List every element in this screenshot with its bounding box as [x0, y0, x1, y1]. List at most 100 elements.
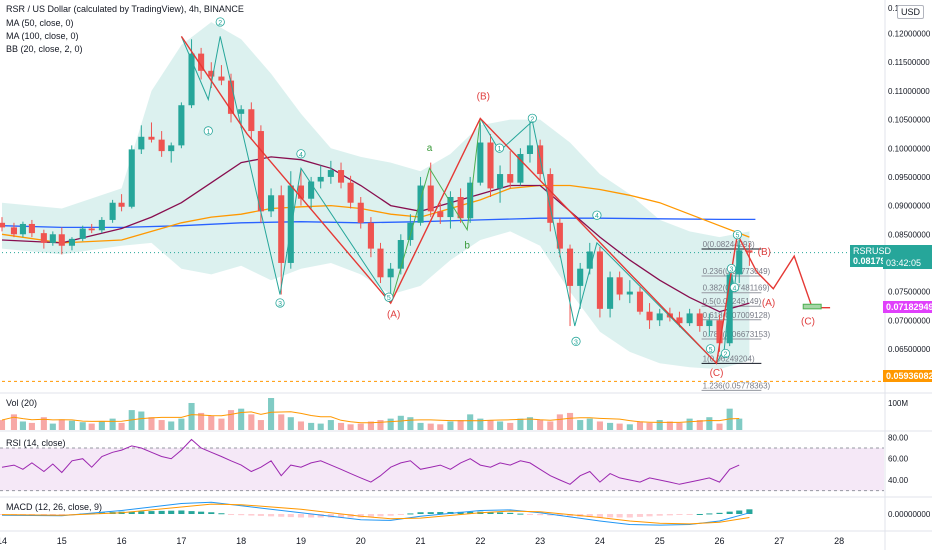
- wave-count-circle: [527, 113, 537, 123]
- rsi-line: [1, 438, 740, 485]
- macd-histogram-bar: [666, 514, 673, 516]
- macd-histogram-bar: [457, 511, 464, 514]
- candle-body: [208, 70, 215, 77]
- macd-histogram-bar: [218, 513, 225, 515]
- rsi-tick-label: 80.00: [888, 433, 909, 442]
- candle-body: [526, 145, 534, 154]
- candle-body: [287, 185, 294, 263]
- macd-histogram-bar: [607, 514, 614, 518]
- wave-count-label: 5: [387, 295, 391, 302]
- rsi-tick-label: 60.00: [888, 455, 909, 464]
- volume-bar: [257, 420, 264, 430]
- macd-histogram-bar: [327, 514, 334, 518]
- macd-histogram-bar: [337, 514, 345, 518]
- macd-histogram-bar: [347, 514, 354, 518]
- fib-level-label: 0.786(0.06673153): [703, 330, 771, 339]
- volume-pane-label: Vol (20): [6, 398, 38, 408]
- x-tick-label: 26: [715, 536, 725, 546]
- macd-histogram-bar: [686, 514, 693, 515]
- macd-histogram-bar: [308, 514, 315, 518]
- volume-bar: [227, 410, 235, 430]
- candle-body: [198, 53, 205, 71]
- volume-bar: [218, 418, 225, 430]
- macd-histogram-bar: [417, 512, 424, 514]
- candle-body: [28, 223, 35, 234]
- macd-histogram-bar: [427, 512, 434, 514]
- wave-count-label: 3: [278, 301, 282, 308]
- volume-bar: [696, 420, 703, 430]
- candle-body: [227, 80, 235, 114]
- macd-histogram-bar: [248, 514, 255, 516]
- wave-count-label: 5: [709, 347, 713, 354]
- volume-bar: [437, 424, 444, 430]
- wave-count-label: 2: [218, 20, 222, 27]
- macd-histogram-bar: [746, 509, 753, 514]
- volume-bar: [526, 417, 534, 430]
- volume-bar: [706, 417, 713, 430]
- volume-bar: [367, 421, 374, 430]
- currency-badge[interactable]: USD: [897, 5, 925, 19]
- macd-histogram-bar: [227, 514, 235, 515]
- volume-bar: [317, 423, 324, 430]
- volume-bar: [28, 422, 35, 430]
- candle-body: [0, 222, 6, 228]
- macd-histogram-bar: [636, 514, 644, 517]
- candle-body: [696, 313, 703, 327]
- volume-bar: [607, 422, 614, 430]
- macd-histogram-bar: [397, 514, 404, 515]
- candle-body: [427, 185, 434, 212]
- volume-bar: [208, 415, 215, 430]
- wave-count-circle: [275, 298, 285, 308]
- volume-bar: [188, 402, 195, 430]
- wave-label: (B): [758, 247, 771, 258]
- macd-histogram-bar: [297, 514, 305, 518]
- macd-histogram-bar: [40, 514, 47, 515]
- macd-histogram-bar: [287, 514, 294, 518]
- macd-histogram-bar: [716, 512, 723, 514]
- volume-bar: [337, 422, 345, 430]
- fib-level-label: 1(0.06249204): [703, 354, 755, 363]
- candle-body: [507, 174, 514, 183]
- macd-histogram-bar: [238, 514, 245, 516]
- macd-histogram-bar: [168, 510, 175, 514]
- candle-body: [377, 248, 384, 278]
- volume-bar: [248, 414, 255, 430]
- x-tick-label: 17: [176, 536, 186, 546]
- candle-body: [268, 195, 275, 212]
- volume-bar: [457, 420, 464, 430]
- volume-bar: [487, 420, 494, 430]
- wave-count-label: 4: [733, 285, 737, 292]
- countdown-tag: 03:42:05: [883, 257, 932, 269]
- macd-histogram-bar: [656, 514, 663, 516]
- orange-price-tag: 0.05936082: [883, 370, 932, 382]
- volume-ma-line: [1, 411, 740, 424]
- volume-bar: [138, 411, 145, 430]
- candle-body: [457, 197, 464, 219]
- macd-histogram-bar: [696, 513, 703, 515]
- volume-bar: [19, 421, 26, 430]
- volume-bar: [327, 420, 334, 430]
- macd-histogram-bar: [178, 510, 185, 514]
- y-tick-label: 0.07000000: [888, 316, 931, 325]
- volume-bar: [547, 421, 554, 430]
- wave-label: (A): [387, 309, 400, 320]
- volume-bar: [297, 421, 305, 430]
- symbol-label: RSRUSD: [853, 246, 892, 256]
- macd-histogram-bar: [367, 514, 374, 517]
- volume-bar: [308, 422, 315, 430]
- macd-histogram-bar: [58, 514, 65, 515]
- x-tick-label: 15: [57, 536, 67, 546]
- ma100-line: [1, 184, 750, 244]
- candle-body: [40, 233, 47, 243]
- candle-body: [726, 274, 733, 344]
- macd-histogram-bar: [198, 511, 205, 514]
- volume-bar: [287, 417, 294, 430]
- x-tick-label: 28: [834, 536, 844, 546]
- volume-bar: [238, 408, 245, 430]
- candle-body: [736, 250, 743, 275]
- candle-body: [387, 268, 394, 278]
- y-tick-label: 0.12000000: [888, 30, 931, 39]
- candle-body: [437, 211, 444, 218]
- wave-count-circle: [571, 336, 581, 346]
- volume-bar: [148, 417, 155, 430]
